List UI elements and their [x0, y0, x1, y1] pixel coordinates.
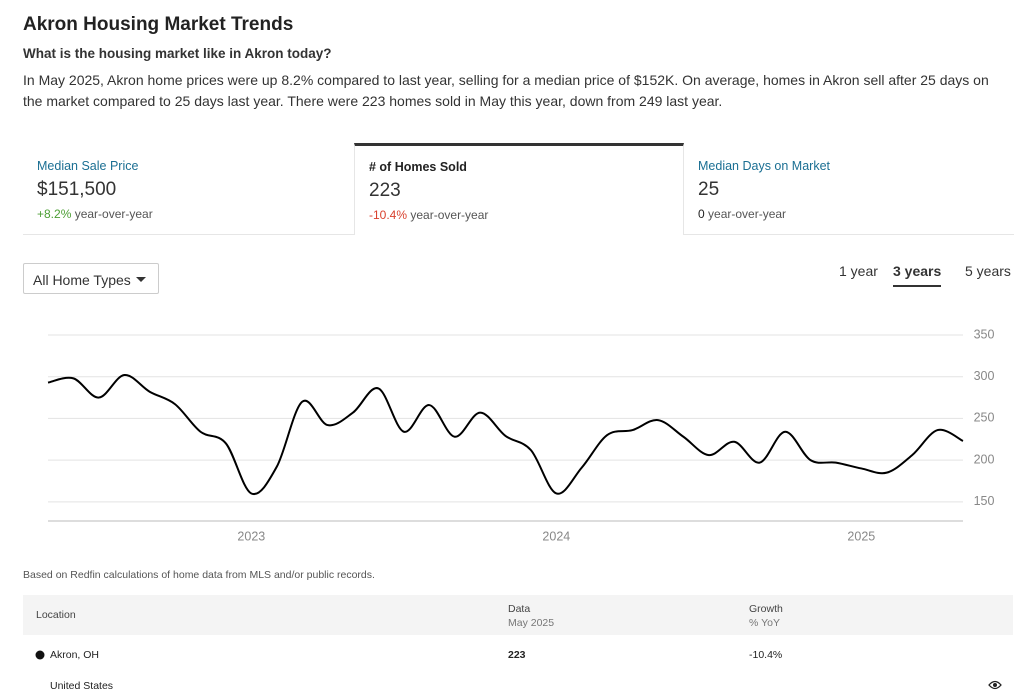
- table-cell: -10.4%: [749, 649, 783, 661]
- table-cell: 223: [508, 649, 526, 661]
- y-tick-label: 300: [974, 369, 995, 383]
- range-option[interactable]: 3 years: [893, 263, 942, 287]
- summary: In May 2025, Akron home prices were up 8…: [23, 72, 989, 109]
- tab-change-text: year-over-year: [74, 207, 153, 221]
- data-line: [47, 374, 964, 496]
- x-tick-label: 2024: [542, 529, 570, 543]
- table-cell: United States: [50, 680, 114, 692]
- x-tick-label: 2023: [237, 529, 265, 543]
- y-tick-label: 200: [974, 452, 995, 466]
- title: Akron Housing Market Trends: [23, 14, 294, 35]
- range-option[interactable]: 1 year: [839, 263, 878, 279]
- dropdown-caret: [136, 277, 146, 282]
- x-tick-label: 2025: [847, 529, 875, 543]
- tab[interactable]: # of Homes Sold 223 -10.4% year-over-yea…: [354, 143, 684, 235]
- tab-value: $151,500: [37, 179, 117, 200]
- tab-label: Median Days on Market: [698, 159, 831, 173]
- y-tick-label: 250: [974, 411, 995, 425]
- column-header: Location: [36, 609, 76, 621]
- tab-change: 0: [698, 207, 705, 221]
- tab-value: 25: [698, 179, 720, 200]
- range-option[interactable]: 5 years: [965, 263, 1011, 279]
- location-dot: [35, 650, 45, 660]
- column-header: Data: [508, 603, 531, 615]
- subtitle: What is the housing market like in Akron…: [23, 46, 332, 61]
- footnote: Based on Redfin calculations of home dat…: [23, 569, 375, 581]
- visibility-toggle[interactable]: [988, 680, 1002, 690]
- table-header: Location Data May 2025 Growth % YoY: [23, 595, 1013, 635]
- tab-change: -10.4%: [369, 208, 408, 222]
- tab-change-text: year-over-year: [708, 207, 787, 221]
- y-tick-label: 350: [974, 327, 995, 341]
- column-header: Growth: [749, 603, 783, 615]
- tab-label: # of Homes Sold: [369, 160, 467, 174]
- tab-change: +8.2%: [37, 207, 72, 221]
- dropdown-label: All Home Types: [33, 272, 131, 288]
- tab[interactable]: Median Sale Price $151,500 +8.2% year-ov…: [23, 143, 354, 235]
- tab-change-text: year-over-year: [410, 208, 489, 222]
- tab[interactable]: Median Days on Market 25 0 year-over-yea…: [684, 143, 1014, 235]
- tab-value: 223: [369, 180, 401, 201]
- column-subheader: May 2025: [508, 617, 555, 629]
- home-type-dropdown[interactable]: All Home Types: [23, 263, 159, 294]
- column-subheader: % YoY: [749, 617, 780, 629]
- table-cell: Akron, OH: [50, 649, 100, 661]
- y-tick-label: 150: [974, 494, 995, 508]
- tab-label: Median Sale Price: [37, 159, 139, 173]
- chart: 150 200 250 300 350 2023 2024 2025: [47, 327, 995, 543]
